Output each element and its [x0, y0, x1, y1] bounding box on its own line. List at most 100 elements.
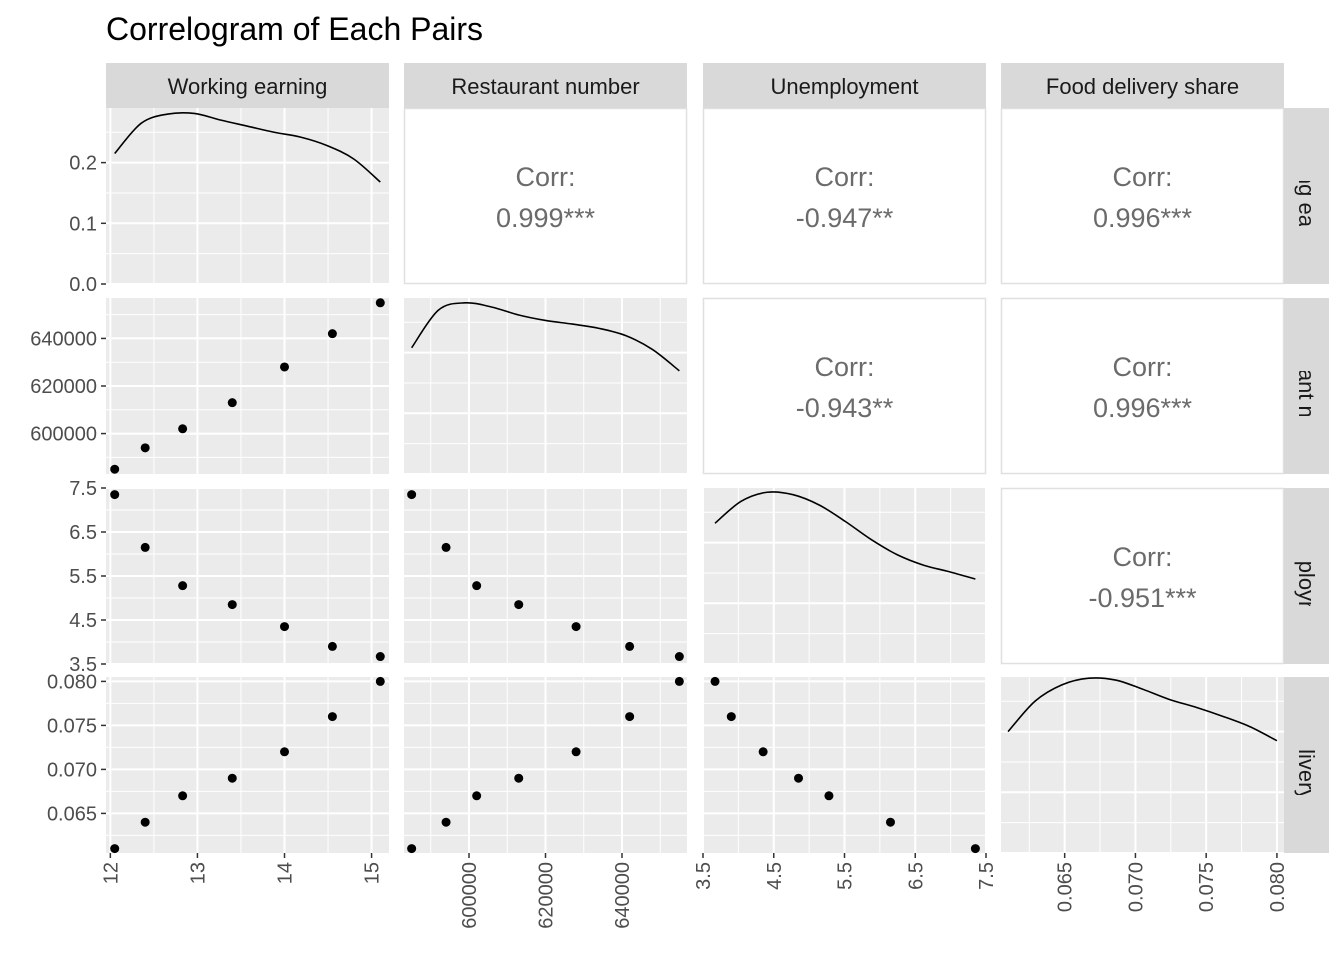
- y-tick-label: 5.5: [69, 566, 97, 588]
- x-tick-label: 0.065: [1055, 862, 1077, 912]
- corr-label: Corr:: [815, 352, 875, 382]
- x-tick-label: 7.5: [976, 862, 998, 890]
- scatter-point: [140, 443, 150, 453]
- corr-panel-bg: [1000, 107, 1285, 285]
- x-tick-label: 4.5: [764, 862, 786, 890]
- corr-panel-bg: [1000, 487, 1285, 665]
- corr-panel-bg: [702, 107, 987, 285]
- row-strip-label: Unemployment: [1294, 502, 1319, 650]
- scatter-point: [227, 773, 237, 783]
- scatter-point: [571, 622, 581, 632]
- scatter-point: [327, 712, 337, 722]
- panel-2-0: [106, 487, 389, 665]
- scatter-point: [472, 581, 482, 591]
- panel-0-1: Corr: 0.999***: [403, 107, 688, 285]
- row-strip-label: Working earning: [1294, 116, 1319, 276]
- panel-1-1: [404, 298, 687, 475]
- corr-value: 0.996***: [1093, 393, 1193, 423]
- corr-label: Corr:: [1113, 162, 1173, 192]
- corr-value: 0.999***: [496, 203, 596, 233]
- panel-3-0: [106, 676, 389, 854]
- y-tick-label: 640000: [30, 328, 97, 350]
- row-strip-bg: [1284, 298, 1329, 474]
- corr-label: Corr:: [815, 162, 875, 192]
- x-tick-label: 620000: [536, 862, 558, 929]
- density-curve: [410, 302, 680, 372]
- corr-value: 0.996***: [1093, 203, 1193, 233]
- column-strip-label: Unemployment: [771, 74, 919, 99]
- scatter-point: [280, 747, 290, 757]
- scatter-point: [794, 773, 804, 783]
- x-tick-label: 5.5: [835, 862, 857, 890]
- column-strip-bg: [106, 63, 389, 108]
- scatter-point: [441, 817, 451, 827]
- row-strips: Working earning Restaurant number Unemploy…: [1284, 108, 1329, 861]
- scatter-point: [375, 298, 385, 308]
- scatter-point: [441, 542, 451, 552]
- y-tick-label: 0.1: [69, 213, 97, 235]
- column-strip-bg: [1001, 63, 1284, 108]
- panel-0-3: Corr: 0.996***: [1000, 107, 1285, 285]
- scatter-point: [710, 676, 720, 686]
- column-strip-label: Restaurant number: [451, 74, 639, 99]
- panel-2-3: Corr: -0.951***: [1000, 487, 1285, 665]
- column-strip-label: Working earning: [168, 74, 328, 99]
- panel-1-2: Corr: -0.943**: [702, 297, 987, 475]
- panel-3-1: [404, 676, 687, 854]
- corr-panel-bg: [702, 297, 987, 475]
- scatter-point: [472, 791, 482, 801]
- scatter-point: [178, 424, 188, 434]
- scatter-point: [227, 600, 237, 610]
- scatter-point: [824, 791, 834, 801]
- x-tick-label: 14: [275, 862, 297, 884]
- scatter-point: [407, 844, 417, 854]
- scatter-point: [327, 641, 337, 651]
- x-tick-label: 6.5: [905, 862, 927, 890]
- x-tick-label: 12: [100, 862, 122, 884]
- panel-2-2: [702, 488, 987, 665]
- scatter-point: [327, 329, 337, 339]
- scatter-point: [110, 490, 120, 500]
- row-strip-bg: [1284, 488, 1329, 664]
- y-tick-label: 4.5: [69, 610, 97, 632]
- corr-value: -0.947**: [796, 203, 894, 233]
- y-tick-label: 3.5: [69, 654, 97, 676]
- panel-1-0: [106, 298, 389, 474]
- row-strip-bg: [1284, 677, 1329, 853]
- x-tick-label: 15: [362, 862, 384, 884]
- x-tick-label: 3.5: [693, 862, 715, 890]
- panel-3-2: [702, 676, 987, 854]
- scatter-point: [970, 844, 980, 854]
- y-tick-label: 7.5: [69, 478, 97, 500]
- panel-bg: [106, 108, 389, 284]
- panel-0-0: [106, 108, 389, 285]
- row-strip-label: Food delivery share: [1294, 668, 1319, 861]
- y-tick-label: 0.0: [69, 274, 97, 296]
- panel-1-3: Corr: 0.996***: [1000, 297, 1285, 475]
- x-tick-label: 0.070: [1125, 862, 1147, 912]
- density-curve: [114, 111, 381, 183]
- panel-bg: [1001, 677, 1284, 853]
- scatter-point: [625, 712, 635, 722]
- scatter-point: [674, 652, 684, 662]
- x-tick-label: 0.075: [1196, 862, 1218, 912]
- y-tick-label: 0.2: [69, 153, 97, 175]
- panel-2-1: [404, 487, 687, 665]
- scatter-point: [110, 464, 120, 474]
- scatter-point: [758, 747, 768, 757]
- bottom-axis: 12 13 14 15 600000 620000 640000 3.5 4.5 5.5 6.5 7.…: [100, 853, 1289, 929]
- panel-0-2: Corr: -0.947**: [702, 107, 987, 285]
- scatter-point: [514, 600, 524, 610]
- panel-bg: [106, 677, 389, 853]
- scatter-point: [280, 362, 290, 372]
- y-tick-label: 0.075: [47, 715, 97, 737]
- corr-label: Corr:: [516, 162, 576, 192]
- scatter-point: [178, 581, 188, 591]
- scatter-point: [227, 398, 237, 408]
- y-tick-label: 6.5: [69, 522, 97, 544]
- scatter-point: [407, 490, 417, 500]
- left-axis: 0.0 0.1 0.2 600000 620000 640000 3.5 4.5 5.5 6.5 7…: [30, 153, 106, 825]
- corr-panel-bg: [403, 107, 688, 285]
- scatter-point: [280, 622, 290, 632]
